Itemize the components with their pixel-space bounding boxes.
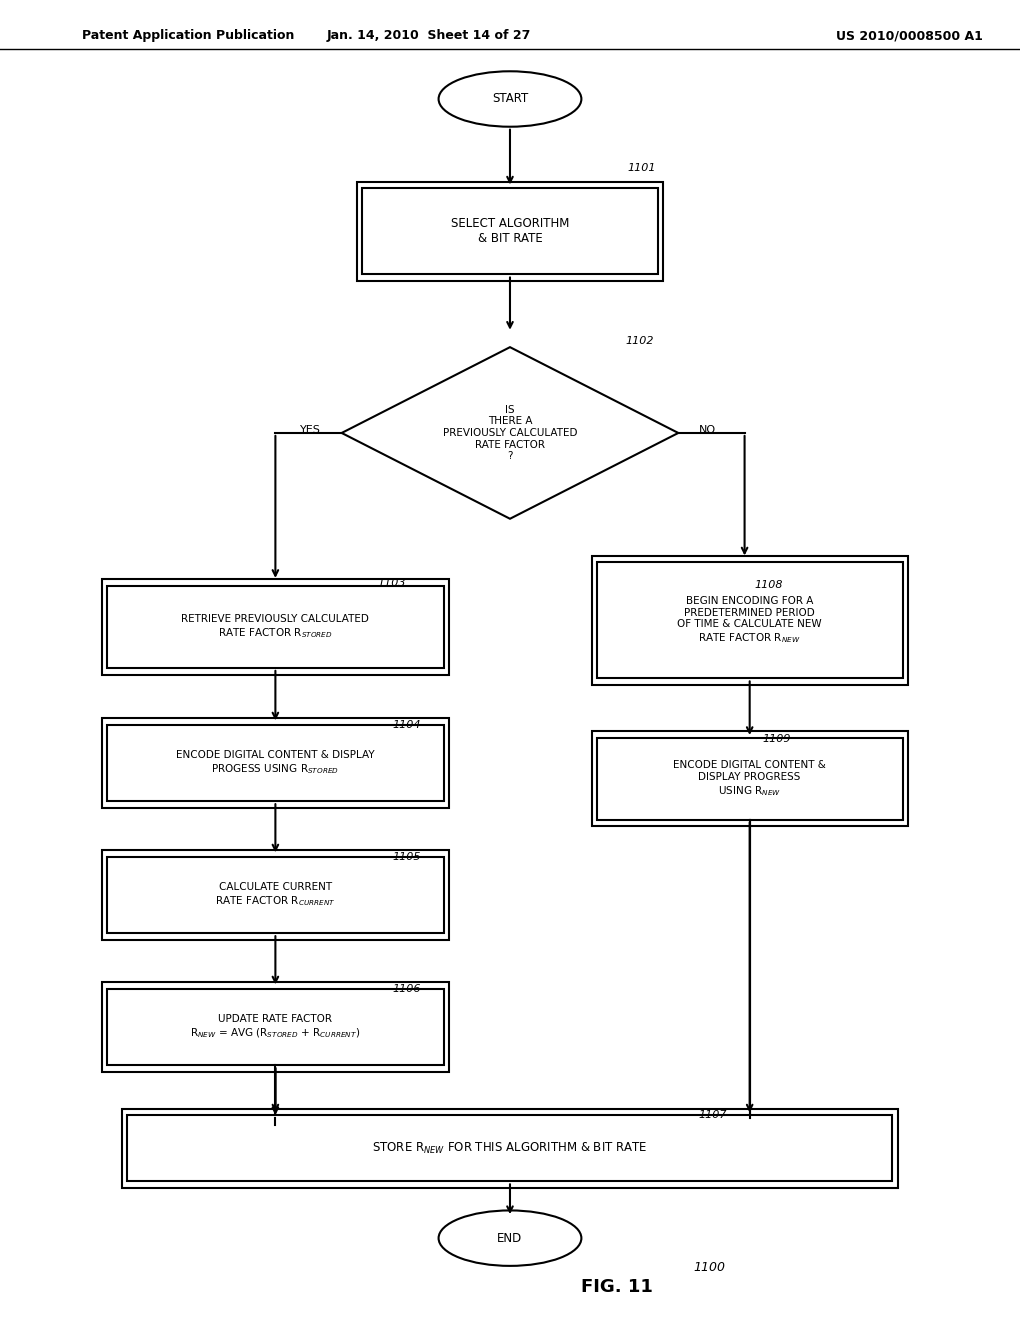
Text: STORE R$_{NEW}$ FOR THIS ALGORITHM & BIT RATE: STORE R$_{NEW}$ FOR THIS ALGORITHM & BIT… <box>373 1140 648 1156</box>
Text: US 2010/0008500 A1: US 2010/0008500 A1 <box>837 29 983 42</box>
Text: START: START <box>492 92 528 106</box>
Text: 1102: 1102 <box>626 335 653 346</box>
Text: IS
THERE A
PREVIOUSLY CALCULATED
RATE FACTOR
?: IS THERE A PREVIOUSLY CALCULATED RATE FA… <box>442 405 578 461</box>
Text: YES: YES <box>300 425 322 436</box>
Text: Patent Application Publication: Patent Application Publication <box>82 29 294 42</box>
Text: UPDATE RATE FACTOR
R$_{NEW}$ = AVG (R$_{STORED}$ + R$_{CURRENT}$): UPDATE RATE FACTOR R$_{NEW}$ = AVG (R$_{… <box>190 1014 360 1040</box>
Text: 1104: 1104 <box>392 719 421 730</box>
Text: END: END <box>498 1232 522 1245</box>
Text: 1105: 1105 <box>392 851 421 862</box>
Text: ENCODE DIGITAL CONTENT & DISPLAY
PROGESS USING R$_{STORED}$: ENCODE DIGITAL CONTENT & DISPLAY PROGESS… <box>176 750 375 776</box>
Text: 1108: 1108 <box>755 579 783 590</box>
Text: FIG. 11: FIG. 11 <box>582 1278 653 1296</box>
Text: RETRIEVE PREVIOUSLY CALCULATED
RATE FACTOR R$_{STORED}$: RETRIEVE PREVIOUSLY CALCULATED RATE FACT… <box>181 614 370 640</box>
Text: 1100: 1100 <box>693 1261 726 1274</box>
Text: SELECT ALGORITHM
& BIT RATE: SELECT ALGORITHM & BIT RATE <box>451 216 569 246</box>
Text: CALCULATE CURRENT
RATE FACTOR R$_{CURRENT}$: CALCULATE CURRENT RATE FACTOR R$_{CURREN… <box>215 882 336 908</box>
Text: 1106: 1106 <box>392 983 421 994</box>
Text: 1107: 1107 <box>698 1110 727 1121</box>
Text: NO: NO <box>698 425 716 436</box>
Text: 1103: 1103 <box>378 578 406 589</box>
Text: 1101: 1101 <box>628 162 655 173</box>
Text: 1109: 1109 <box>763 734 792 744</box>
Text: ENCODE DIGITAL CONTENT &
DISPLAY PROGRESS
USING R$_{NEW}$: ENCODE DIGITAL CONTENT & DISPLAY PROGRES… <box>673 760 826 797</box>
Text: Jan. 14, 2010  Sheet 14 of 27: Jan. 14, 2010 Sheet 14 of 27 <box>327 29 530 42</box>
Text: BEGIN ENCODING FOR A
PREDETERMINED PERIOD
OF TIME & CALCULATE NEW
RATE FACTOR R$: BEGIN ENCODING FOR A PREDETERMINED PERIO… <box>677 595 822 645</box>
